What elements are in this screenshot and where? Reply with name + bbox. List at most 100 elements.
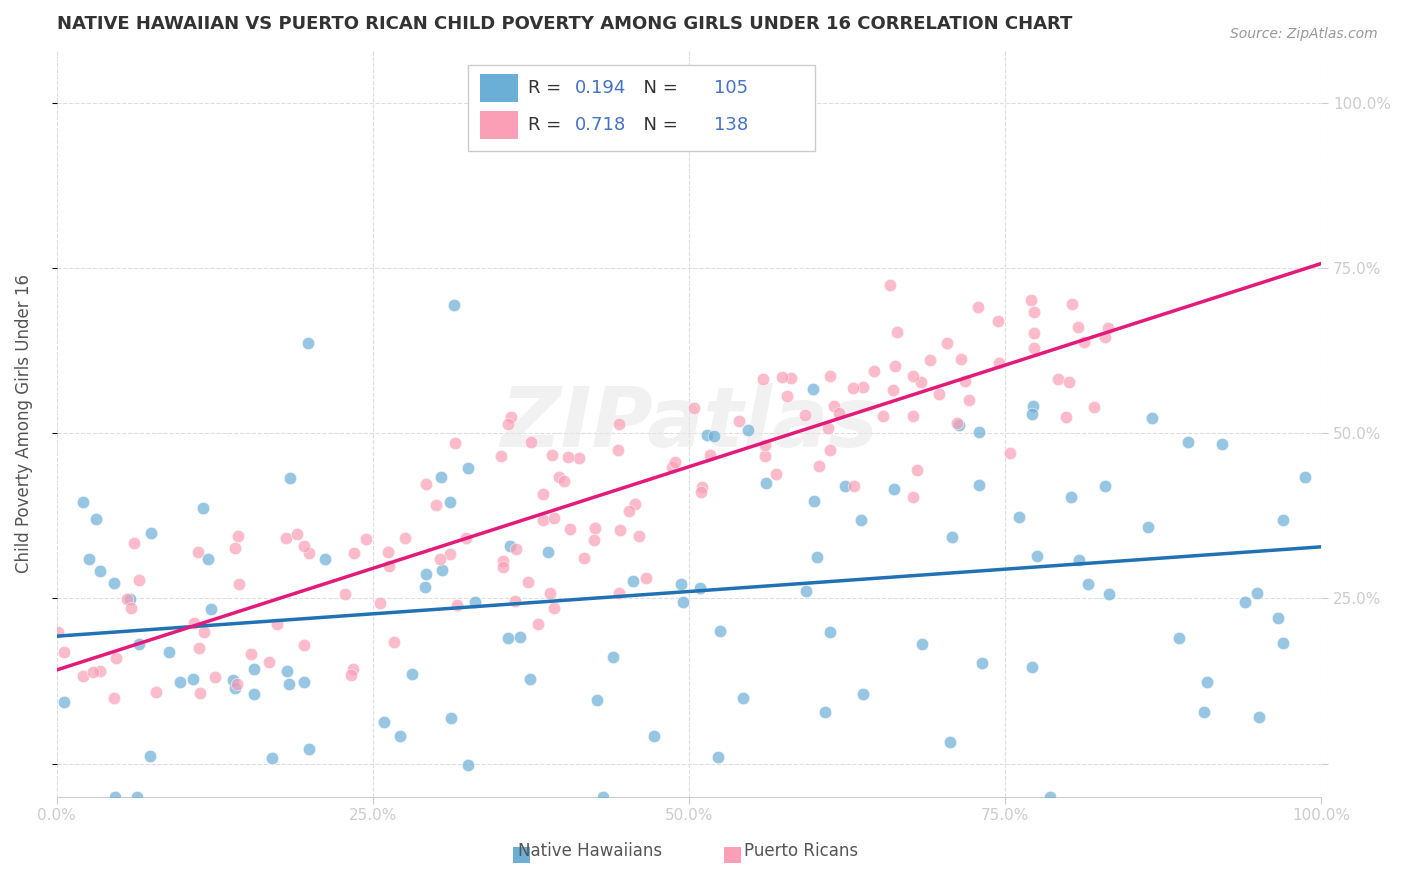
Point (1194, 705, 1216, 719)
Point (188, 640, 211, 655)
Point (817, 421, 839, 435)
Point (280, 471, 302, 485)
Point (955, 374, 977, 388)
Point (852, 687, 875, 701)
Point (706, 750, 728, 764)
Point (531, 487, 554, 501)
Point (801, 382, 824, 396)
Point (834, 478, 856, 492)
Text: R =: R = (529, 116, 567, 135)
Point (1137, 520, 1160, 534)
Point (1097, 321, 1119, 335)
Point (1022, 341, 1045, 355)
Point (429, 551, 451, 566)
Point (228, 577, 250, 591)
Point (382, 634, 405, 648)
Point (617, 504, 640, 518)
Point (243, 662, 266, 676)
Point (690, 480, 713, 494)
Point (582, 533, 605, 547)
Point (520, 435, 543, 450)
Point (883, 483, 905, 497)
Point (842, 479, 865, 493)
Point (583, 521, 606, 535)
Point (946, 416, 969, 430)
FancyBboxPatch shape (468, 65, 815, 151)
Point (879, 277, 901, 292)
Point (128, 637, 150, 651)
FancyBboxPatch shape (481, 112, 519, 139)
Point (340, 668, 363, 682)
Point (607, 417, 630, 431)
Point (104, 789, 127, 804)
Point (1008, 510, 1031, 524)
Text: 0.718: 0.718 (575, 116, 626, 135)
Point (1094, 330, 1116, 344)
Point (505, 542, 527, 557)
Point (779, 370, 801, 384)
Point (609, 523, 631, 537)
Point (183, 616, 205, 631)
Point (496, 631, 519, 645)
Point (125, 789, 148, 804)
Point (333, 587, 356, 601)
Point (446, 599, 468, 613)
Point (1046, 372, 1069, 386)
Point (388, 730, 411, 744)
Point (457, 461, 479, 475)
Point (928, 386, 950, 401)
Point (373, 714, 395, 729)
Point (882, 383, 904, 397)
Point (1067, 320, 1090, 334)
Point (72, 494, 94, 508)
Point (752, 372, 775, 386)
Point (1267, 610, 1289, 624)
Point (884, 359, 907, 373)
Point (298, 546, 321, 560)
Y-axis label: Child Poverty Among Girls Under 16: Child Poverty Among Girls Under 16 (15, 274, 32, 573)
Point (806, 550, 828, 565)
Point (987, 314, 1010, 328)
Point (415, 567, 437, 582)
Point (519, 672, 541, 686)
Point (1246, 586, 1268, 600)
Point (430, 470, 453, 484)
Point (1057, 376, 1080, 390)
Point (157, 645, 180, 659)
Point (553, 475, 575, 489)
Point (988, 356, 1011, 370)
Point (430, 563, 453, 577)
Point (89, 664, 111, 678)
Point (967, 425, 990, 439)
Point (1211, 437, 1233, 451)
Point (1000, 446, 1022, 460)
Point (314, 551, 336, 566)
Point (941, 530, 963, 544)
Point (439, 547, 461, 561)
Point (765, 467, 787, 482)
Point (948, 417, 970, 432)
Point (568, 450, 591, 465)
Point (86, 512, 108, 526)
Point (872, 409, 894, 424)
Point (425, 498, 447, 512)
Point (145, 685, 167, 699)
Point (226, 677, 249, 691)
Point (294, 675, 316, 690)
Point (731, 691, 754, 706)
Point (368, 596, 391, 610)
Text: Native Hawaiians: Native Hawaiians (519, 842, 662, 860)
Point (72, 669, 94, 683)
Text: Source: ZipAtlas.com: Source: ZipAtlas.com (1230, 27, 1378, 41)
Point (120, 591, 142, 606)
FancyBboxPatch shape (481, 74, 519, 102)
Point (356, 532, 378, 546)
Point (754, 438, 776, 452)
Point (1062, 297, 1084, 311)
Point (103, 576, 125, 591)
Point (543, 511, 565, 525)
Point (516, 575, 538, 590)
Point (1019, 293, 1042, 307)
Point (669, 577, 692, 591)
Point (297, 335, 319, 350)
